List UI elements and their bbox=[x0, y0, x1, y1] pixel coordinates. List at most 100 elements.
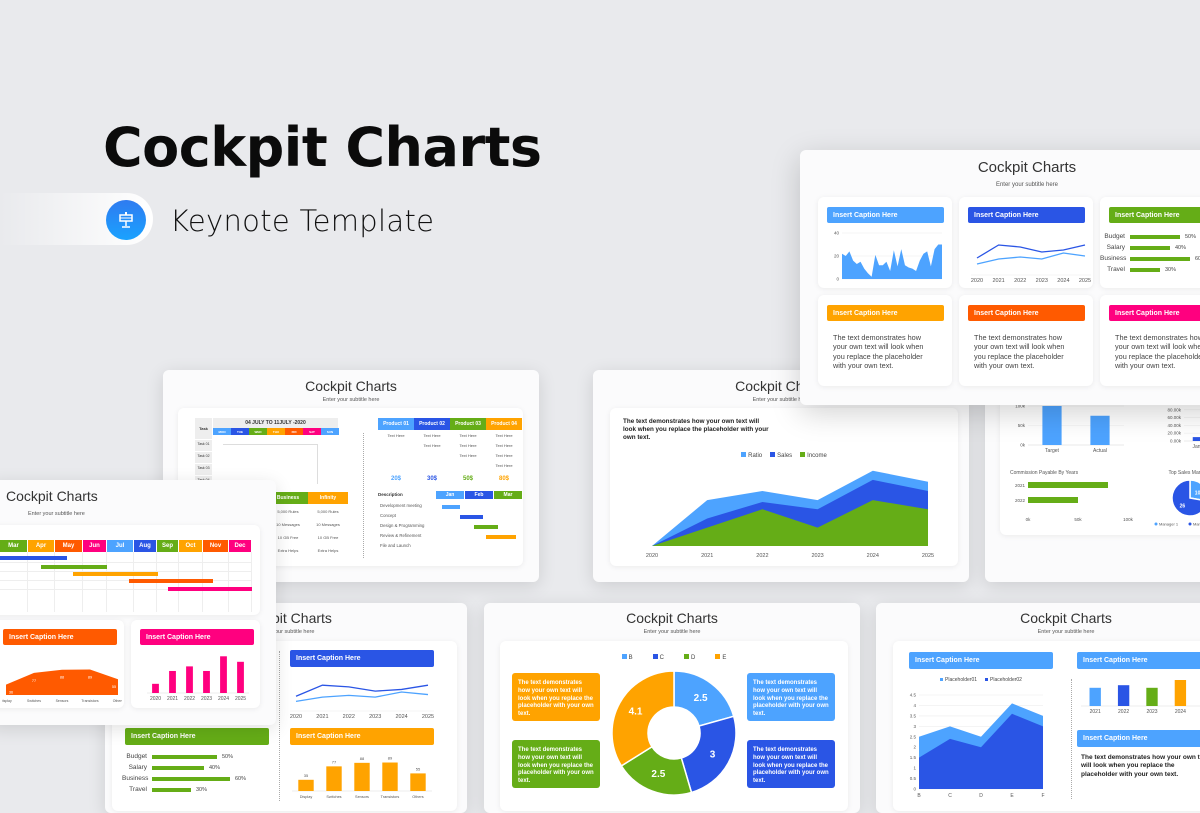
product-cell: Text Here bbox=[495, 433, 513, 438]
x-tick-label: 2020 bbox=[971, 278, 983, 284]
product-cell: Text Here bbox=[423, 433, 441, 438]
divider bbox=[1071, 679, 1072, 799]
x-tick-label: Transistors bbox=[81, 699, 98, 703]
y-tick-label: 100k bbox=[1015, 404, 1026, 409]
chart-title: Top Sales Manager bbox=[1168, 470, 1200, 476]
text-box: The text demonstrates how your own text … bbox=[747, 740, 835, 788]
slide-stacked-area: Cockpit Charts Enter your subtitle here … bbox=[593, 370, 969, 582]
x-tick-label: 2023 bbox=[1146, 709, 1157, 715]
y-tick-label: 4 bbox=[913, 703, 916, 708]
data-label: 55 bbox=[112, 685, 116, 689]
caption-bar: Insert Caption Here bbox=[827, 305, 944, 321]
x-tick-label: C bbox=[948, 793, 952, 799]
bar-label: Business bbox=[1100, 255, 1127, 262]
legend-swatch bbox=[684, 654, 689, 659]
bar bbox=[220, 656, 227, 693]
y-tick-label: 4.5 bbox=[910, 693, 917, 698]
x-tick-label: 2025 bbox=[235, 696, 246, 702]
legend-swatch bbox=[1154, 522, 1158, 526]
legend-item: Sales bbox=[770, 452, 792, 459]
bar-value: 88 bbox=[360, 756, 365, 761]
bar-value: 60% bbox=[1195, 255, 1200, 262]
day-header: SUN bbox=[321, 428, 339, 435]
x-tick-label: Jan bbox=[1192, 444, 1200, 450]
product-price: 50$ bbox=[462, 476, 473, 482]
slide-timeline: Cockpit Charts Enter your subtitle here … bbox=[0, 480, 276, 725]
slide-dashboard: 0k50k100kTargetActualActual Vs Target Sa… bbox=[985, 370, 1200, 582]
month-header: Mar bbox=[494, 491, 522, 499]
product-price: 30$ bbox=[426, 476, 437, 482]
legend-item: Income bbox=[800, 452, 827, 459]
divider bbox=[363, 433, 364, 558]
x-tick-label: Display bbox=[2, 699, 12, 703]
month-header-apr: Apr bbox=[28, 540, 54, 552]
x-tick-label: 100k bbox=[1123, 517, 1134, 522]
x-tick-label: 2022 bbox=[343, 714, 355, 720]
plan-cell: 10 GB Free bbox=[277, 535, 299, 540]
bar-value: 77 bbox=[332, 759, 337, 764]
month-header: Feb bbox=[465, 491, 493, 499]
description-row: Development meeting bbox=[380, 503, 422, 508]
y-tick-label: 3.5 bbox=[910, 713, 917, 718]
month-header-dec: Dec bbox=[229, 540, 251, 552]
task-label: Task 03 bbox=[195, 464, 212, 475]
caption-bar: Insert Caption Here bbox=[1109, 207, 1200, 223]
description-row: Design & Programming bbox=[380, 523, 425, 528]
y-tick-label: 0 bbox=[913, 787, 916, 792]
x-tick-label: 2023 bbox=[369, 714, 381, 720]
area-chart: 0 20 40 bbox=[834, 231, 942, 282]
x-tick-label: 2024 bbox=[867, 553, 879, 559]
caption-bar: Insert Caption Here bbox=[968, 305, 1085, 321]
caption-bar: Insert Caption Here bbox=[1077, 730, 1200, 747]
line-chart: 2020 2021 2022 2023 2024 2025 bbox=[971, 244, 1091, 284]
bar bbox=[1028, 497, 1078, 503]
product-header: Product 03 bbox=[450, 418, 486, 430]
bar-label: Budget bbox=[126, 753, 147, 760]
task-label: Task 02 bbox=[195, 452, 212, 463]
legend-swatch bbox=[715, 654, 721, 659]
x-tick-label: 2025 bbox=[1079, 278, 1091, 284]
bar bbox=[1130, 256, 1190, 261]
task-flow-line bbox=[223, 444, 318, 484]
legend-item: E bbox=[715, 654, 726, 661]
legend-item: Placeholder01 bbox=[940, 677, 977, 683]
bar-chart: 35 77 88 89 55 Display Switches Sensors Transist… bbox=[292, 756, 432, 799]
day-header: SAT bbox=[303, 428, 321, 435]
bar-label: Travel bbox=[1107, 266, 1125, 273]
bar bbox=[1192, 437, 1200, 441]
legend-label: Ratio bbox=[748, 453, 763, 459]
x-tick-label: Actual bbox=[1093, 448, 1107, 454]
plan-cell: 5,000 Rules bbox=[277, 509, 299, 514]
dashboard-panel: 0k50k100kTargetActualActual Vs Target Sa… bbox=[1000, 380, 1200, 535]
bar bbox=[186, 666, 193, 693]
bar-row: Business 60% bbox=[112, 773, 246, 784]
description-text: The text demonstrates how your own text … bbox=[974, 333, 1065, 371]
timeline-panel: Mar Apr May Jun Jul Aug Sep Oct Nov Dec bbox=[0, 525, 260, 615]
y-tick-label: 50k bbox=[1018, 423, 1026, 428]
y-tick-label: 40.00k bbox=[1167, 423, 1181, 428]
description-text: The text demonstrates how your own text … bbox=[833, 333, 924, 371]
legend-label: Placeholder01 bbox=[945, 677, 977, 683]
area-chart: 36 77 88 89 55 Display Switches Sensors Transist… bbox=[2, 669, 122, 703]
slide-subtitle: Enter your subtitle here bbox=[28, 511, 85, 517]
product-cell: Text Here bbox=[459, 433, 477, 438]
product-price: 80$ bbox=[498, 476, 509, 482]
area-chart: 0 0.5 1 1.5 2 2.5 3 3.5 4 4.5 B C D E F bbox=[910, 693, 1045, 800]
product-header: Product 04 bbox=[486, 418, 522, 430]
caption-bar: Insert Caption Here bbox=[827, 207, 944, 223]
slide-title: Cockpit Charts bbox=[6, 488, 98, 504]
chart-panel: Insert Caption Here Placeholder01 Placeho… bbox=[893, 641, 1200, 811]
x-tick-label: 2022 bbox=[756, 553, 768, 559]
x-tick-label: 2024 bbox=[1057, 278, 1069, 284]
x-tick-label: 2025 bbox=[922, 553, 934, 559]
pie-slice-e bbox=[611, 670, 675, 767]
y-tick-label: 60.00k bbox=[1167, 415, 1181, 420]
slide-donut: Cockpit Charts Enter your subtitle here … bbox=[484, 603, 860, 813]
bar-row: Salary 40% bbox=[1100, 242, 1200, 253]
bar-row: Travel 30% bbox=[1100, 264, 1200, 275]
y-tick-label: 0k bbox=[1020, 443, 1026, 448]
gridline bbox=[228, 552, 229, 612]
plan-cell: Extra Helps bbox=[317, 548, 339, 553]
month-header-jul: Jul bbox=[107, 540, 133, 552]
